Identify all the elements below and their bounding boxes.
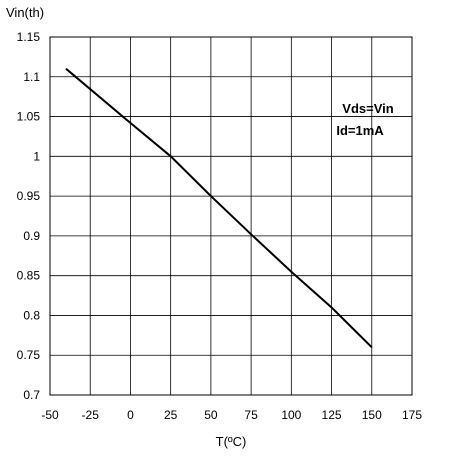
data-point [65,68,67,70]
data-point [371,346,373,348]
annotation-id: Id=1mA [336,123,384,138]
data-point [331,306,333,308]
series-line [65,68,373,349]
y-tick-label: 1.05 [17,110,41,124]
y-tick-labels: 0.7 0.75 0.8 0.85 0.9 0.95 1 1.05 1.1 1.15 [17,30,41,402]
x-tick-label: 50 [204,408,218,422]
y-tick-label: 0.8 [23,308,40,322]
y-tick-label: 0.75 [17,348,41,362]
y-axis-label: Vin(th) [6,5,44,20]
x-tick-label: 175 [402,408,422,422]
series-points [65,68,373,348]
y-tick-label: 0.85 [17,269,41,283]
y-tick-label: 1 [33,149,40,163]
data-point [210,195,212,197]
plot-frame [49,36,413,396]
data-point [129,122,131,124]
data-point [290,271,292,273]
y-tick-label: 1.1 [23,70,40,84]
y-tick-label: 0.7 [23,388,40,402]
x-tick-label: -50 [41,408,59,422]
y-tick-label: 0.9 [23,229,40,243]
x-tick-label: 100 [281,408,301,422]
y-tick-label: 1.15 [17,30,41,44]
x-tick-label: 0 [127,408,134,422]
x-tick-label: 125 [322,408,342,422]
data-point [170,155,172,157]
annotation-vds: Vds=Vin [342,101,393,116]
x-tick-label: 150 [362,408,382,422]
grid-lines [50,37,412,395]
x-tick-label: 75 [244,408,258,422]
x-tick-label: 25 [164,408,178,422]
x-tick-labels: -50 -25 0 25 50 75 100 125 150 175 [41,408,422,422]
data-point [250,233,252,235]
x-tick-label: -25 [82,408,100,422]
x-axis-label: T(ºC) [216,434,247,449]
y-tick-label: 0.95 [17,189,41,203]
